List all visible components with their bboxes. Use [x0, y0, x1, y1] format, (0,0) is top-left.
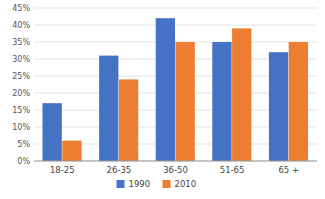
grid-line	[34, 161, 317, 162]
y-tick-label: 25%	[12, 72, 30, 81]
bar	[212, 42, 231, 161]
legend-label: 2010	[175, 179, 197, 189]
x-tick-label: 36-50	[163, 165, 188, 175]
y-tick-label: 20%	[12, 89, 30, 98]
y-tick-label: 35%	[12, 38, 30, 47]
y-grid	[34, 8, 317, 161]
bar	[62, 141, 81, 161]
bar	[176, 42, 195, 161]
y-tick-label: 45%	[12, 4, 30, 13]
x-tick-label: 51-65	[220, 165, 245, 175]
legend-swatch	[117, 180, 125, 188]
chart: 0% 5% 10% 15% 20% 25% 30% 35% 40% 45% 18-25 26-35 36…	[0, 0, 325, 199]
legend-label: 1990	[129, 179, 151, 189]
grid-line	[34, 8, 317, 9]
y-tick-label: 10%	[12, 123, 30, 132]
bar	[156, 18, 175, 161]
bar	[269, 52, 288, 161]
y-tick-label: 30%	[12, 55, 30, 64]
y-tick-label: 0%	[17, 157, 30, 166]
bar	[289, 42, 308, 161]
legend: 1990 2010	[117, 179, 197, 189]
x-tick-label: 26-35	[107, 165, 132, 175]
x-tick-label: 65 +	[278, 165, 299, 175]
bar	[99, 56, 118, 161]
x-axis-line	[34, 161, 317, 162]
bar	[42, 103, 61, 161]
bars	[42, 18, 308, 161]
y-tick-label: 15%	[12, 106, 30, 115]
x-tick-label: 18-25	[50, 165, 75, 175]
grid-line	[34, 25, 317, 26]
legend-swatch	[163, 180, 171, 188]
chart-container: 0% 5% 10% 15% 20% 25% 30% 35% 40% 45% 18-25 26-35 36…	[0, 0, 325, 199]
bar	[232, 28, 251, 161]
y-tick-label: 40%	[12, 21, 30, 30]
y-tick-label: 5%	[17, 140, 30, 149]
bar	[119, 79, 138, 161]
